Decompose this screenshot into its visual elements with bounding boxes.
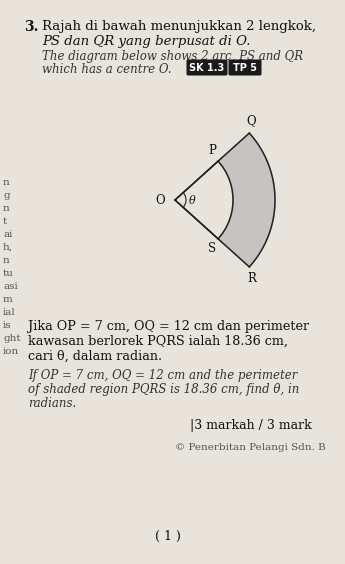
Text: SK 1.3: SK 1.3 [189, 63, 225, 73]
Text: kawasan berlorek PQRS ialah 18.36 cm,: kawasan berlorek PQRS ialah 18.36 cm, [28, 335, 288, 348]
Text: t: t [3, 217, 7, 226]
Text: of shaded region PQRS is 18.36 cm, find θ, in: of shaded region PQRS is 18.36 cm, find … [28, 383, 299, 396]
Text: is: is [3, 321, 12, 330]
Text: ( 1 ): ( 1 ) [155, 530, 181, 543]
Text: cari θ, dalam radian.: cari θ, dalam radian. [28, 350, 162, 363]
Text: θ: θ [189, 196, 196, 206]
Text: g: g [3, 191, 10, 200]
Text: n: n [3, 204, 10, 213]
Text: h,: h, [3, 243, 13, 252]
Text: O: O [155, 193, 165, 206]
Text: m: m [3, 295, 13, 304]
FancyBboxPatch shape [228, 59, 262, 76]
Text: TP 5: TP 5 [233, 63, 257, 73]
Text: Jika OP = 7 cm, OQ = 12 cm dan perimeter: Jika OP = 7 cm, OQ = 12 cm dan perimeter [28, 320, 309, 333]
Text: ght: ght [3, 334, 21, 343]
Text: which has a centre O.: which has a centre O. [42, 63, 171, 76]
Text: Q: Q [246, 114, 256, 127]
Text: Rajah di bawah menunjukkan 2 lengkok,: Rajah di bawah menunjukkan 2 lengkok, [42, 20, 316, 33]
Text: The diagram below shows 2 arc, PS and QR: The diagram below shows 2 arc, PS and QR [42, 50, 303, 63]
Text: tu: tu [3, 269, 14, 278]
Text: If OP = 7 cm, OQ = 12 cm and the perimeter: If OP = 7 cm, OQ = 12 cm and the perimet… [28, 369, 297, 382]
Text: 3.: 3. [24, 20, 39, 34]
Text: © Penerbitan Pelangi Sdn. B: © Penerbitan Pelangi Sdn. B [175, 443, 326, 452]
Text: ial: ial [3, 308, 16, 317]
Text: radians.: radians. [28, 397, 76, 410]
Text: P: P [208, 144, 216, 157]
Text: n: n [3, 256, 10, 265]
Text: ion: ion [3, 347, 19, 356]
Text: PS dan QR yang berpusat di O.: PS dan QR yang berpusat di O. [42, 35, 250, 48]
Text: n: n [3, 178, 10, 187]
Polygon shape [218, 133, 275, 267]
FancyBboxPatch shape [187, 59, 227, 76]
Text: R: R [247, 272, 256, 285]
Text: asi: asi [3, 282, 18, 291]
Text: S: S [208, 242, 216, 255]
Text: |3 markah / 3 mark: |3 markah / 3 mark [190, 419, 312, 432]
Text: ai: ai [3, 230, 12, 239]
